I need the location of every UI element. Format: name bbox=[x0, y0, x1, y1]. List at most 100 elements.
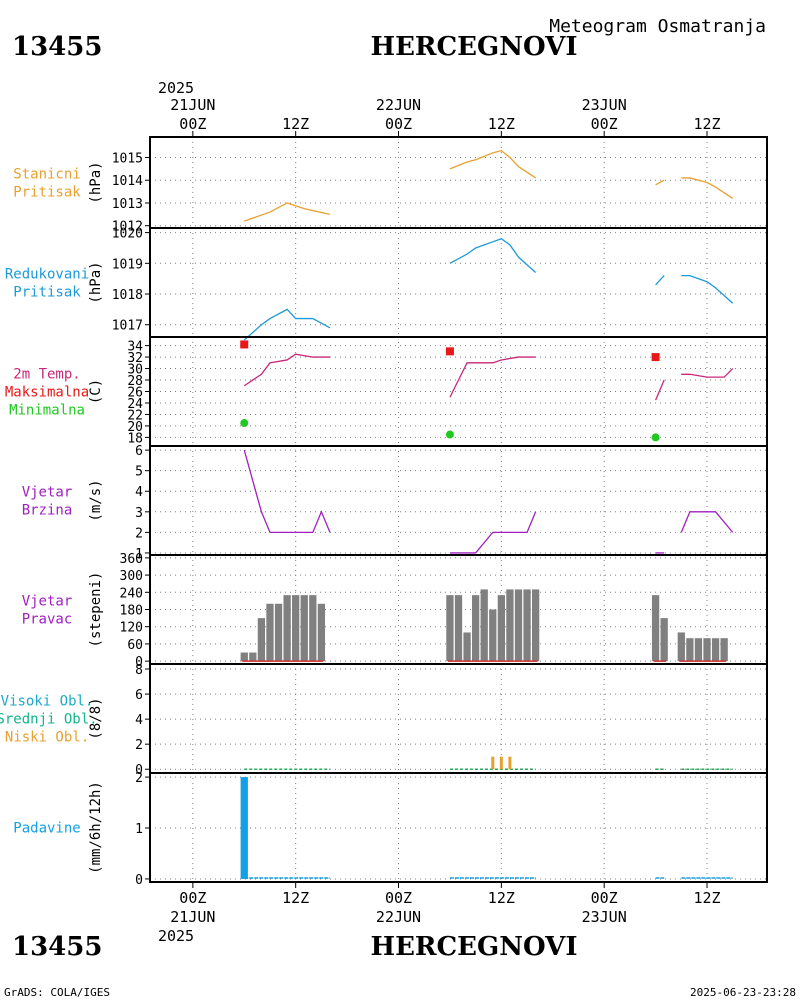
wind-direction-bar bbox=[711, 638, 720, 662]
wind-direction-bar bbox=[703, 638, 711, 662]
panel-reduced_pressure: 1017 1018 1019 1020 (hPa)Redukovani Pritisak bbox=[5, 227, 768, 341]
bottom-date-label: 21JUN bbox=[170, 908, 215, 926]
max-temp-marker bbox=[240, 340, 249, 349]
wind-direction-bar bbox=[720, 638, 728, 662]
wind-direction-bar bbox=[257, 618, 266, 662]
y-tick-label: 32 bbox=[127, 351, 143, 366]
y-tick-label: 1015 bbox=[112, 151, 143, 166]
y-tick-label: 4 bbox=[135, 713, 143, 728]
y-tick-label: 22 bbox=[127, 408, 143, 423]
grads-credit: GrADS: COLA/IGES bbox=[4, 986, 110, 999]
panel-label: Brzina bbox=[22, 503, 73, 519]
y-axis-label: (mm/6h/12h) bbox=[88, 781, 104, 874]
low-cloud-bar bbox=[508, 756, 512, 770]
wind-direction-bar bbox=[309, 595, 317, 662]
y-tick-label: 4 bbox=[135, 485, 143, 500]
y-tick-label: 6 bbox=[135, 688, 143, 703]
panel-label: Niski Obl. bbox=[5, 730, 89, 746]
max-temp-marker bbox=[651, 353, 660, 362]
top-time-label: 12Z bbox=[488, 115, 515, 133]
series-line-segment bbox=[243, 308, 331, 341]
wind-direction-bar bbox=[506, 589, 514, 662]
y-tick-label: 1 bbox=[135, 547, 143, 562]
top-date-label: 22JUN bbox=[376, 96, 421, 114]
wind-direction-bar bbox=[249, 652, 257, 662]
panel-label: Pritisak bbox=[13, 185, 81, 201]
min-temp-marker bbox=[651, 433, 660, 442]
y-tick-label: 5 bbox=[135, 465, 143, 480]
top-time-label: 12Z bbox=[282, 115, 309, 133]
y-tick-label: 2 bbox=[135, 526, 143, 541]
y-tick-label: 0 bbox=[135, 873, 143, 888]
panel-label: 2m Temp. bbox=[13, 367, 80, 383]
panel-label: Maksimalna bbox=[5, 385, 89, 401]
bottom-time-label: 00Z bbox=[591, 889, 618, 907]
y-tick-label: 1014 bbox=[112, 174, 143, 189]
wind-direction-bar bbox=[531, 589, 540, 662]
top-time-label: 12Z bbox=[693, 115, 720, 133]
bottom-date-label: 22JUN bbox=[376, 908, 421, 926]
y-tick-label: 2 bbox=[135, 771, 143, 786]
wind-direction-bar bbox=[651, 595, 660, 662]
panel-label: Pritisak bbox=[13, 285, 81, 301]
y-tick-label: 120 bbox=[120, 621, 143, 636]
top-date-label: 21JUN bbox=[170, 96, 215, 114]
y-axis-label: (hPa) bbox=[88, 161, 104, 203]
y-tick-label: 1018 bbox=[112, 288, 143, 303]
y-tick-label: 1020 bbox=[112, 227, 143, 242]
wind-direction-bar bbox=[463, 632, 471, 662]
top-date-label: 23JUN bbox=[582, 96, 627, 114]
low-cloud-bar bbox=[499, 756, 503, 770]
y-tick-label: 1013 bbox=[112, 197, 143, 212]
panel-frame bbox=[149, 227, 768, 338]
bottom-year-label: 2025 bbox=[158, 927, 194, 945]
top-time-label: 00Z bbox=[591, 115, 618, 133]
panel-frame bbox=[149, 663, 768, 774]
series-line-segment bbox=[655, 179, 665, 186]
panel-frame bbox=[149, 772, 768, 883]
panel-label: Minimalna bbox=[9, 403, 85, 419]
y-tick-label: 24 bbox=[127, 397, 143, 412]
wind-direction-bar bbox=[489, 609, 497, 662]
generation-timestamp: 2025-06-23-23:28 bbox=[690, 986, 796, 999]
top-time-label: 00Z bbox=[385, 115, 412, 133]
min-temp-marker bbox=[240, 419, 249, 428]
station-id-bottom: 13455 bbox=[12, 932, 102, 962]
y-tick-label: 20 bbox=[127, 420, 143, 435]
bottom-time-label: 00Z bbox=[385, 889, 412, 907]
wind-direction-bar bbox=[497, 595, 505, 662]
series-line-segment bbox=[449, 356, 536, 398]
meteogram-subtitle: Meteogram Osmatranja bbox=[549, 16, 766, 37]
bottom-date-label: 23JUN bbox=[582, 908, 627, 926]
wind-direction-bar bbox=[694, 638, 703, 662]
wind-direction-bar bbox=[454, 595, 463, 662]
wind-direction-bar bbox=[471, 595, 480, 662]
series-line-segment bbox=[655, 275, 665, 286]
wind-direction-bar bbox=[283, 595, 291, 662]
y-tick-label: 60 bbox=[127, 638, 143, 653]
y-tick-label: 0 bbox=[135, 763, 143, 778]
series-line-segment bbox=[449, 511, 537, 554]
panel-label: Padavine bbox=[13, 821, 80, 837]
bottom-time-label: 00Z bbox=[179, 889, 206, 907]
y-tick-label: 240 bbox=[120, 586, 143, 601]
panel-label: Visoki Obl. bbox=[1, 694, 94, 710]
panel-label: Vjetar bbox=[22, 485, 73, 501]
y-tick-label: 26 bbox=[127, 386, 143, 401]
wind-direction-bar bbox=[480, 589, 488, 662]
bottom-time-label: 12Z bbox=[693, 889, 720, 907]
y-tick-label: 360 bbox=[120, 552, 143, 567]
max-temp-marker bbox=[445, 347, 454, 356]
series-line-segment bbox=[681, 368, 734, 378]
y-axis-label: (8/8) bbox=[88, 697, 104, 739]
wind-direction-bar bbox=[292, 595, 300, 662]
y-tick-label: 8 bbox=[135, 663, 143, 678]
series-line-segment bbox=[681, 274, 734, 304]
y-tick-label: 1012 bbox=[112, 220, 143, 235]
panel-wind_speed: 1 2 3 4 5 6 (m/s) Vjetar Brzina bbox=[22, 444, 768, 562]
top-time-label: 00Z bbox=[179, 115, 206, 133]
y-tick-label: 180 bbox=[120, 604, 143, 619]
y-tick-label: 2 bbox=[135, 738, 143, 753]
y-axis-label: (C) bbox=[88, 379, 104, 404]
